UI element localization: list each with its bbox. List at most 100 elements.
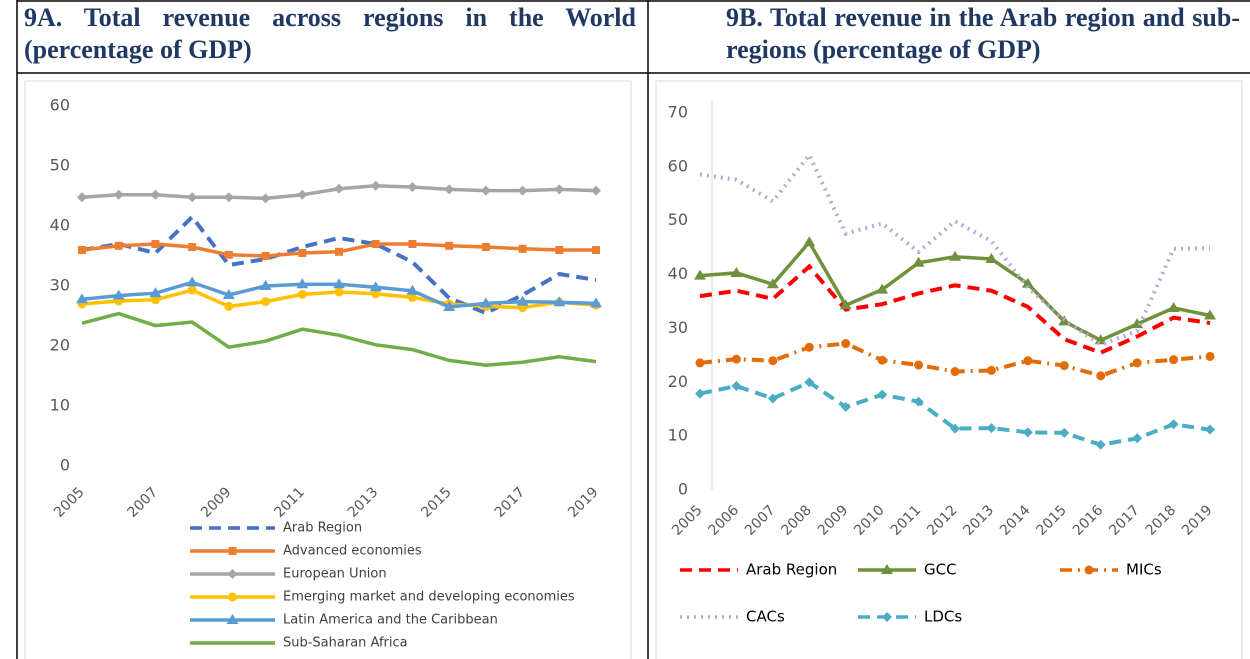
marker [731, 381, 742, 392]
x-tick-label: 2011 [888, 502, 925, 539]
x-tick-label: 2009 [198, 484, 235, 521]
y-tick-label: 10 [50, 396, 70, 415]
marker [1132, 358, 1142, 368]
marker [912, 256, 925, 267]
marker [187, 285, 197, 295]
y-tick-label: 70 [668, 103, 688, 122]
marker [1167, 301, 1180, 312]
marker [1021, 277, 1034, 288]
marker [840, 402, 851, 413]
x-tick-label: 2011 [271, 484, 308, 521]
legend-label: CACs [746, 608, 785, 626]
marker [914, 360, 924, 370]
marker [224, 301, 234, 311]
y-tick-label: 40 [668, 264, 688, 283]
marker [1022, 427, 1033, 438]
marker [333, 278, 345, 289]
marker [1205, 351, 1215, 361]
legend-marker [228, 547, 237, 555]
marker [730, 266, 743, 277]
y-tick-label: 60 [50, 96, 70, 115]
x-tick-label: 2018 [1143, 502, 1180, 539]
legend-marker [227, 569, 238, 579]
series-line [699, 151, 1211, 347]
marker [555, 246, 564, 254]
marker [298, 249, 307, 257]
y-tick-label: 40 [50, 216, 70, 235]
marker [553, 296, 566, 307]
marker [554, 184, 565, 195]
x-tick-label: 2005 [51, 484, 88, 521]
marker [188, 243, 197, 251]
marker [590, 297, 602, 308]
legend-marker [881, 564, 893, 574]
x-tick-label: 2009 [815, 502, 852, 539]
x-tick-label: 2015 [1033, 502, 1070, 539]
marker [481, 243, 490, 251]
marker [408, 240, 417, 248]
marker [1096, 371, 1106, 381]
marker [222, 289, 235, 299]
marker [443, 301, 456, 311]
marker [876, 283, 889, 294]
marker [259, 280, 272, 290]
marker [950, 367, 960, 377]
chart-title: 9A. Total revenue across regions in the … [24, 3, 636, 64]
marker [77, 192, 87, 203]
marker [1059, 427, 1070, 438]
marker [151, 240, 160, 248]
marker [369, 281, 382, 292]
marker [479, 297, 492, 308]
marker [297, 289, 307, 299]
marker [297, 189, 308, 200]
x-tick-label: 2007 [125, 484, 162, 521]
marker [803, 236, 816, 247]
x-tick-label: 2013 [345, 484, 382, 521]
marker [1023, 356, 1033, 366]
marker [839, 299, 852, 310]
marker [224, 250, 233, 259]
legend-label: LDCs [924, 608, 962, 626]
x-tick-label: 2006 [706, 502, 743, 539]
marker [1169, 355, 1179, 365]
y-tick-label: 50 [668, 210, 688, 229]
x-tick-label: 2019 [1179, 502, 1216, 539]
x-tick-label: 2015 [418, 484, 455, 521]
legend-marker [882, 612, 892, 622]
marker [695, 388, 705, 399]
y-tick-label: 0 [678, 480, 688, 499]
marker [1059, 361, 1069, 371]
marker [694, 269, 706, 280]
marker [114, 241, 123, 250]
marker [406, 284, 419, 295]
marker [804, 377, 815, 388]
legend-label: Arab Region [283, 521, 362, 536]
marker [767, 393, 778, 404]
x-tick-label: 2008 [778, 502, 815, 539]
marker [517, 185, 528, 196]
marker [371, 289, 381, 299]
marker [985, 252, 998, 263]
chart-frame [24, 80, 632, 659]
x-tick-label: 2005 [669, 502, 706, 539]
legend-marker [226, 614, 239, 624]
marker [113, 189, 124, 200]
chart-title: 9B. Total revenue in the Arab region and… [726, 3, 1240, 64]
legend-label: Latin America and the Caribbean [283, 613, 498, 628]
marker [986, 423, 997, 434]
marker [149, 287, 162, 298]
marker [334, 287, 344, 297]
marker [480, 185, 491, 196]
marker [296, 278, 309, 289]
marker [444, 184, 455, 195]
series-line [699, 380, 1211, 447]
y-tick-label: 30 [668, 318, 688, 337]
x-tick-label: 2019 [565, 484, 602, 521]
marker [187, 192, 198, 203]
chart-frame [655, 80, 1243, 659]
marker [877, 389, 888, 400]
marker [186, 276, 199, 287]
marker [986, 365, 996, 375]
